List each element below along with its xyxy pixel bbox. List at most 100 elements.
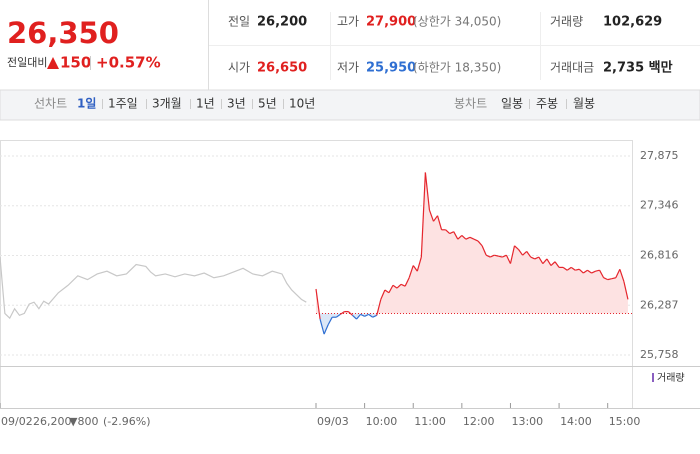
price-segment [412, 265, 418, 272]
footer-change-pct: (-2.96%) [103, 415, 151, 428]
price-segment [546, 258, 552, 266]
price-segment [348, 311, 353, 316]
price-segment [591, 270, 596, 274]
info-value: 102,629 [603, 15, 662, 30]
price-segment [566, 266, 572, 271]
period-tab[interactable]: 5년 [258, 97, 277, 111]
info-label: 전일 [228, 15, 250, 29]
price-segment [530, 256, 536, 260]
price-segment [477, 240, 483, 247]
info-label: 고가 [337, 15, 359, 29]
footer-close: 26,200 [33, 415, 72, 428]
x-tick-label: 15:00 [609, 415, 641, 428]
price-segment [550, 261, 556, 266]
change-pct: +0.57% [96, 54, 161, 72]
period-tab[interactable]: 10년 [289, 97, 315, 111]
price-segment [323, 324, 329, 335]
price-segment [408, 265, 414, 278]
info-value: 25,950 [366, 61, 416, 76]
y-tick-label: 27,346 [640, 199, 679, 212]
price-segment [327, 316, 333, 326]
price-segment [615, 269, 621, 278]
price-segment [578, 268, 584, 274]
price-segment [489, 254, 495, 258]
period-tab[interactable]: 1일 [77, 97, 96, 111]
price-segment [554, 261, 560, 268]
price-segment [595, 269, 600, 272]
price-line [0, 256, 307, 320]
price-segment [335, 313, 341, 318]
price-segment [469, 236, 475, 240]
info-note: (하한가 18,350) [413, 61, 501, 75]
area-up [316, 172, 628, 314]
price-segment [424, 172, 431, 211]
period-tab[interactable]: 3개월 [152, 97, 182, 111]
price-segment [428, 209, 435, 222]
x-tick-label: 09/03 [317, 415, 349, 428]
candle-tab[interactable]: 월봉 [573, 97, 595, 111]
x-tick-label: 10:00 [366, 415, 398, 428]
x-tick-label: 12:00 [463, 415, 495, 428]
x-tick-label: 09/02 [1, 415, 33, 428]
info-label: 시가 [228, 61, 250, 75]
price-segment [368, 313, 374, 318]
price-segment [603, 277, 608, 281]
price-segment [526, 251, 532, 258]
price-segment [352, 314, 357, 320]
y-tick-label: 25,758 [640, 348, 679, 361]
price-segment [372, 314, 378, 318]
price: 26,350 [7, 16, 119, 50]
price-segment [498, 255, 503, 258]
period-tab[interactable]: 1주일 [108, 97, 138, 111]
info-label: 거래량 [550, 15, 583, 29]
price-segment [436, 215, 443, 230]
price-segment [619, 269, 625, 282]
price-segment [376, 299, 382, 316]
info-value: 2,735 백만 [603, 60, 673, 76]
price-segment [534, 256, 540, 260]
candle-tab[interactable]: 일봉 [501, 97, 523, 111]
price-segment [384, 289, 390, 294]
price-segment [518, 249, 524, 256]
price-segment [542, 258, 548, 265]
price-segment [416, 256, 422, 272]
up-icon [47, 57, 59, 69]
price-segment [388, 284, 394, 294]
price-segment [432, 215, 439, 222]
price-segment [514, 245, 519, 250]
price-segment [420, 172, 426, 258]
price-segment [356, 313, 362, 320]
info-label: 거래대금 [550, 61, 594, 75]
price-segment [623, 281, 629, 300]
price-segment [485, 254, 491, 258]
period-tab[interactable]: 3년 [227, 97, 246, 111]
y-tick-label: 27,875 [640, 149, 679, 162]
price-segment [319, 318, 325, 335]
price-segment [364, 313, 369, 317]
info-value: 26,650 [257, 61, 307, 76]
info-label: 저가 [337, 61, 359, 75]
period-tab[interactable]: 1년 [196, 97, 215, 111]
price-segment [360, 313, 365, 317]
tab-group-label: 봉차트 [454, 97, 487, 111]
price-segment [575, 268, 580, 271]
candle-tab[interactable]: 주봉 [536, 97, 558, 111]
price-segment [522, 250, 528, 256]
x-tick-label: 13:00 [511, 415, 543, 428]
volume-label: 거래량 [657, 372, 685, 384]
price-segment [587, 269, 592, 274]
tab-group-label: 선차트 [34, 97, 67, 111]
x-tick-label: 14:00 [560, 415, 592, 428]
price-segment [461, 234, 467, 240]
info-value: 27,900 [366, 15, 416, 30]
price-segment [315, 288, 321, 320]
price-segment [509, 245, 516, 264]
x-tick-label: 11:00 [414, 415, 446, 428]
footer-change: ▼800 [69, 415, 98, 428]
price-segment [392, 284, 398, 289]
change: 150 [60, 54, 91, 72]
price-segment [481, 245, 487, 256]
price-segment [538, 256, 544, 264]
price-segment [599, 269, 605, 279]
